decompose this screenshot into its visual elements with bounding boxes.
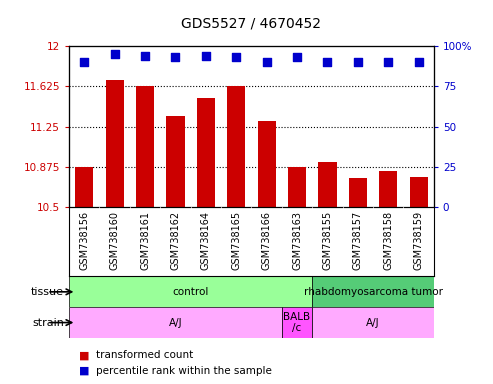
- Bar: [312, 276, 434, 307]
- Text: strain: strain: [32, 318, 64, 328]
- Bar: [257, 121, 276, 207]
- Bar: [197, 98, 215, 207]
- Text: GSM738157: GSM738157: [353, 211, 363, 270]
- Bar: [312, 307, 434, 338]
- Point: [384, 59, 392, 65]
- Bar: [69, 276, 312, 307]
- Text: tissue: tissue: [31, 287, 64, 297]
- Bar: [410, 177, 428, 207]
- Text: BALB
/c: BALB /c: [283, 312, 311, 333]
- Point: [323, 59, 331, 65]
- Text: GSM738155: GSM738155: [322, 211, 332, 270]
- Point: [141, 53, 149, 59]
- Point: [80, 59, 88, 65]
- Bar: [349, 178, 367, 207]
- Point: [415, 59, 423, 65]
- Text: GSM738162: GSM738162: [171, 211, 180, 270]
- Text: GSM738158: GSM738158: [383, 211, 393, 270]
- Point: [232, 54, 240, 60]
- Text: GSM738161: GSM738161: [140, 211, 150, 270]
- Text: GSM738164: GSM738164: [201, 211, 211, 270]
- Text: A/J: A/J: [169, 318, 182, 328]
- Bar: [282, 307, 312, 338]
- Bar: [318, 162, 337, 207]
- Text: GSM738160: GSM738160: [109, 211, 120, 270]
- Text: GDS5527 / 4670452: GDS5527 / 4670452: [181, 17, 321, 31]
- Text: percentile rank within the sample: percentile rank within the sample: [96, 366, 272, 376]
- Bar: [227, 86, 246, 207]
- Text: ■: ■: [79, 350, 89, 360]
- Bar: [69, 307, 282, 338]
- Bar: [288, 167, 306, 207]
- Text: ■: ■: [79, 366, 89, 376]
- Point: [172, 54, 179, 60]
- Text: A/J: A/J: [366, 318, 380, 328]
- Bar: [136, 86, 154, 207]
- Text: GSM738165: GSM738165: [231, 211, 241, 270]
- Text: control: control: [173, 287, 209, 297]
- Point: [354, 59, 362, 65]
- Point: [110, 51, 119, 57]
- Text: GSM738156: GSM738156: [79, 211, 89, 270]
- Text: GSM738166: GSM738166: [262, 211, 272, 270]
- Point: [293, 54, 301, 60]
- Text: transformed count: transformed count: [96, 350, 193, 360]
- Text: rhabdomyosarcoma tumor: rhabdomyosarcoma tumor: [304, 287, 443, 297]
- Text: GSM738163: GSM738163: [292, 211, 302, 270]
- Point: [263, 59, 271, 65]
- Point: [202, 53, 210, 59]
- Text: GSM738159: GSM738159: [414, 211, 423, 270]
- Bar: [75, 167, 93, 207]
- Bar: [106, 81, 124, 207]
- Bar: [379, 171, 397, 207]
- Bar: [166, 116, 184, 207]
